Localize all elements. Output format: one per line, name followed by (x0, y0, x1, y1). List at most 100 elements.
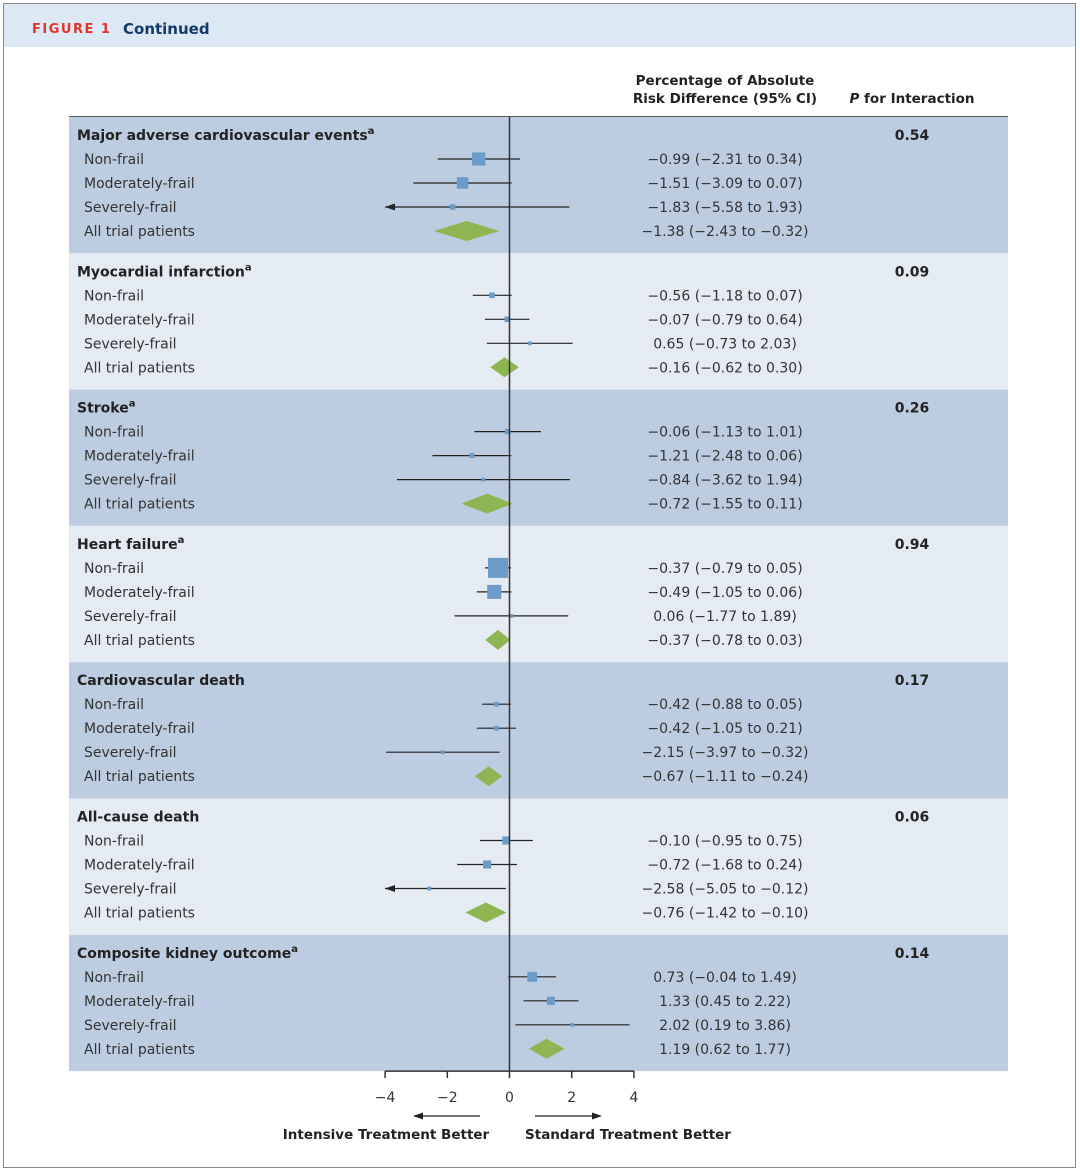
point-estimate-square (449, 204, 456, 210)
p-interaction-value: 0.26 (895, 401, 930, 417)
point-estimate-square (504, 428, 511, 435)
estimate-text: −0.37 (−0.78 to 0.03) (647, 633, 802, 649)
subgroup-label: All trial patients (84, 1042, 195, 1058)
subgroup-label: All trial patients (84, 769, 195, 785)
band-3 (69, 525, 1008, 663)
point-estimate-square (481, 477, 486, 482)
overall-diamond (465, 902, 507, 923)
outcome-title: Strokea (77, 399, 135, 417)
overall-diamond (474, 766, 503, 787)
subgroup-label: Non-frail (84, 970, 144, 986)
x-tick-label: 2 (567, 1090, 576, 1106)
point-estimate-square (487, 584, 502, 599)
estimate-text: 0.06 (−1.77 to 1.89) (653, 609, 797, 625)
outcome-title: Major adverse cardiovascular eventsa (77, 126, 374, 144)
estimate-text: −0.42 (−1.05 to 0.21) (647, 721, 802, 737)
subgroup-label: All trial patients (84, 224, 195, 240)
p-interaction-value: 0.17 (895, 673, 930, 689)
subgroup-label: All trial patients (84, 497, 195, 513)
p-rest: for Interaction (859, 91, 974, 107)
subgroup-label: Severely-frail (84, 609, 176, 625)
p-interaction-value: 0.09 (895, 264, 930, 280)
intensive-better-label: Intensive Treatment Better (283, 1127, 490, 1143)
figure-header: FIGURE 1 Continued (4, 4, 1075, 47)
outcome-title-text: Major adverse cardiovascular events (77, 128, 368, 144)
subgroup-label: Severely-frail (84, 336, 176, 352)
point-estimate-square (546, 996, 555, 1005)
estimate-text: 0.65 (−0.73 to 2.03) (653, 336, 797, 352)
p-interaction-value: 0.14 (895, 946, 930, 962)
subgroup-label: All trial patients (84, 906, 195, 922)
estimate-text: 1.33 (0.45 to 2.22) (659, 994, 791, 1010)
p-italic: P (849, 91, 859, 107)
estimate-text: −2.58 (−5.05 to −0.12) (641, 882, 808, 898)
subgroup-label: Moderately-frail (84, 312, 195, 328)
point-estimate-square (527, 341, 532, 346)
subgroup-label: Severely-frail (84, 473, 176, 489)
left-arrow-head (413, 1112, 423, 1120)
estimate-text: −0.37 (−0.79 to 0.05) (647, 561, 802, 577)
subgroup-label: Moderately-frail (84, 449, 195, 465)
estimate-text: 2.02 (0.19 to 3.86) (659, 1018, 791, 1034)
p-interaction-value: 0.54 (895, 128, 930, 144)
overall-diamond (490, 357, 519, 378)
subgroup-label: Severely-frail (84, 745, 176, 761)
point-estimate-square (472, 152, 486, 166)
estimate-header-line1: Percentage of Absolute (636, 73, 815, 89)
outcome-title-text: Stroke (77, 401, 129, 417)
figure-continued: Continued (123, 20, 210, 38)
point-estimate-square (427, 886, 432, 891)
band-0 (69, 117, 1008, 254)
subgroup-label: Severely-frail (84, 882, 176, 898)
band-1 (69, 253, 1008, 390)
subgroup-label: All trial patients (84, 360, 195, 376)
standard-better-label: Standard Treatment Better (525, 1127, 731, 1143)
outcome-superscript: a (368, 126, 375, 137)
estimate-text: −1.83 (−5.58 to 1.93) (647, 200, 802, 216)
point-estimate-square (570, 1022, 575, 1027)
subgroup-label: Severely-frail (84, 1018, 176, 1034)
subgroup-label: Moderately-frail (84, 585, 195, 601)
estimate-text: −0.72 (−1.68 to 0.24) (647, 858, 802, 874)
band-4 (69, 662, 1008, 799)
outcome-superscript: a (178, 535, 185, 546)
outcome-title-text: Composite kidney outcome (77, 946, 291, 962)
estimate-text: −0.72 (−1.55 to 0.11) (647, 497, 802, 513)
estimate-header-line2: Risk Difference (95% CI) (633, 91, 817, 107)
outcome-superscript: a (129, 399, 136, 410)
subgroup-label: Moderately-frail (84, 721, 195, 737)
right-arrow-head (592, 1112, 602, 1120)
x-tick-label: −2 (437, 1090, 458, 1106)
point-estimate-square (494, 725, 499, 731)
outcome-title-text: Myocardial infarction (77, 264, 245, 280)
point-estimate-square (487, 557, 508, 578)
point-estimate-square (469, 453, 475, 459)
estimate-text: −0.16 (−0.62 to 0.30) (647, 360, 802, 376)
subgroup-label: All trial patients (84, 633, 195, 649)
outcome-title: Composite kidney outcomea (77, 944, 298, 962)
outcome-title: All-cause death (77, 810, 199, 826)
point-estimate-square (494, 701, 499, 707)
point-estimate-square (440, 750, 445, 755)
x-tick-label: 0 (505, 1090, 514, 1106)
overall-diamond (528, 1038, 565, 1059)
subgroup-label: Non-frail (84, 288, 144, 304)
overall-diamond (485, 629, 511, 650)
estimate-text: −0.07 (−0.79 to 0.64) (647, 312, 802, 328)
overall-diamond (433, 221, 500, 241)
outcome-title-text: Heart failure (77, 537, 178, 553)
band-5 (69, 798, 1008, 935)
estimate-text: 0.73 (−0.04 to 1.49) (653, 970, 797, 986)
subgroup-label: Non-frail (84, 152, 144, 168)
ci-arrow (385, 203, 395, 211)
estimate-text: −1.51 (−3.09 to 0.07) (647, 176, 802, 192)
estimate-text: −2.15 (−3.97 to −0.32) (641, 745, 808, 761)
subgroup-label: Severely-frail (84, 200, 176, 216)
estimate-text: −0.56 (−1.18 to 0.07) (647, 288, 802, 304)
x-tick-label: −4 (375, 1090, 396, 1106)
subgroup-label: Non-frail (84, 697, 144, 713)
subgroup-label: Non-frail (84, 425, 144, 441)
p-interaction-header: P for Interaction (849, 91, 974, 107)
overall-diamond (461, 493, 513, 514)
outcome-title: Heart failurea (77, 535, 184, 553)
